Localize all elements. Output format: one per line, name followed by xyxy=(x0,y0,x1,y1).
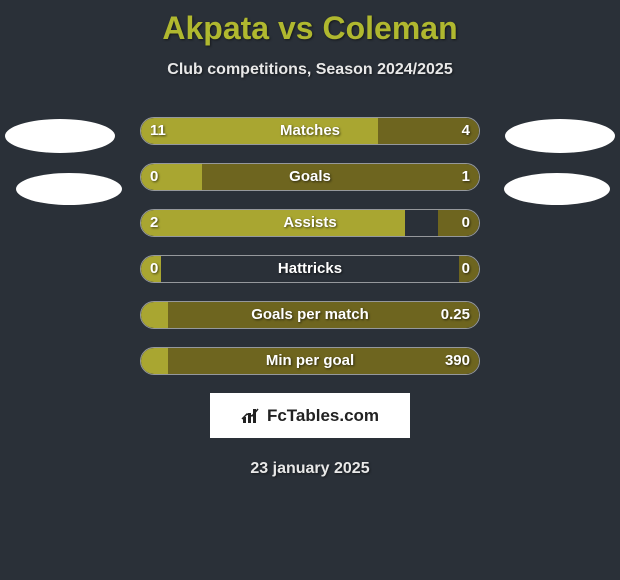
date-label: 23 january 2025 xyxy=(0,460,620,478)
stat-row: 0.25Goals per match xyxy=(140,301,480,329)
value-right: 0.25 xyxy=(441,301,470,329)
stat-row: 20Assists xyxy=(140,209,480,237)
bar-track xyxy=(140,117,480,145)
value-right: 0 xyxy=(462,255,470,283)
value-left: 11 xyxy=(150,117,166,145)
bar-track xyxy=(140,255,480,283)
bar-track xyxy=(140,163,480,191)
value-right: 1 xyxy=(462,163,470,191)
bar-left-fill xyxy=(141,302,168,328)
fctables-logo: FcTables.com xyxy=(210,393,410,438)
bar-left-fill xyxy=(141,210,405,236)
comparison-subtitle: Club competitions, Season 2024/2025 xyxy=(0,61,620,79)
stat-row: 01Goals xyxy=(140,163,480,191)
stats-container: 114Matches01Goals20Assists00Hattricks0.2… xyxy=(0,117,620,375)
stat-row: 00Hattricks xyxy=(140,255,480,283)
bar-track xyxy=(140,301,480,329)
bar-left-fill xyxy=(141,118,378,144)
value-right: 4 xyxy=(462,117,470,145)
value-right: 0 xyxy=(462,209,470,237)
value-left: 0 xyxy=(150,255,158,283)
bar-right-fill xyxy=(168,348,479,374)
stat-row: 114Matches xyxy=(140,117,480,145)
chart-icon xyxy=(241,407,261,425)
logo-text: FcTables.com xyxy=(267,406,379,426)
value-right: 390 xyxy=(445,347,470,375)
bar-left-fill xyxy=(141,348,168,374)
bar-right-fill xyxy=(168,302,479,328)
value-left: 2 xyxy=(150,209,158,237)
value-left: 0 xyxy=(150,163,158,191)
bar-right-fill xyxy=(202,164,479,190)
bar-track xyxy=(140,209,480,237)
stat-row: 390Min per goal xyxy=(140,347,480,375)
comparison-title: Akpata vs Coleman xyxy=(0,0,620,47)
bar-right-fill xyxy=(438,210,479,236)
bar-track xyxy=(140,347,480,375)
